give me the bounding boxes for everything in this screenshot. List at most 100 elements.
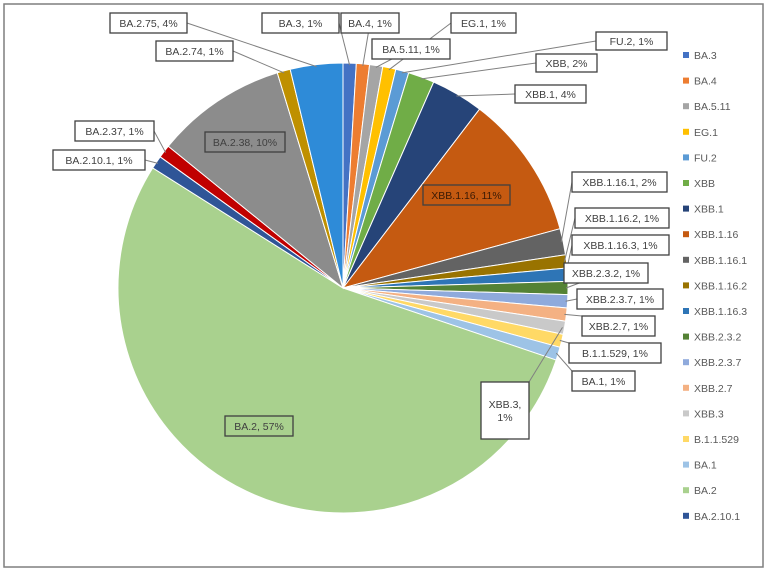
legend-swatch-xbb-2-7 <box>683 384 689 391</box>
legend-swatch-eg-1 <box>683 128 689 135</box>
data-label-xbb-2-3-2: XBB.2.3.2, 1% <box>572 268 640 280</box>
legend-swatch-xbb-1-16-1 <box>683 256 689 263</box>
leader-ba-2-10-1 <box>144 159 159 164</box>
legend-swatch-ba-4 <box>683 77 689 84</box>
legend-swatch-xbb-3 <box>683 410 689 417</box>
data-label-xbb-2-7: XBB.2.7, 1% <box>589 321 649 333</box>
label-box-xbb-1-16 <box>422 184 511 206</box>
leader-ba-2-75 <box>186 22 317 68</box>
legend-swatch-xbb-1-16-3 <box>683 308 689 314</box>
data-label-fu-2: FU.2, 1% <box>610 36 654 48</box>
leader-xbb-3 <box>528 327 563 383</box>
data-label-ba-2-37: BA.2.37, 1% <box>85 126 143 138</box>
label-box-xbb-2-7 <box>581 315 656 337</box>
slice-ba-2-38 <box>167 72 344 290</box>
data-label-eg-1: EG.1, 1% <box>461 18 506 30</box>
legend-label-ba-1: BA.1 <box>694 460 717 472</box>
data-label-ba-2-10-1: BA.2.10.1, 1% <box>65 155 132 167</box>
legend-label-xbb-3: XBB.3 <box>694 408 724 420</box>
label-box-xbb-2-3-2 <box>563 262 649 284</box>
legend-label-ba-2: BA.2 <box>694 485 717 497</box>
legend-swatch-ba-2-10-1 <box>683 512 689 519</box>
data-label-b-1-1-529: B.1.1.529, 1% <box>582 348 648 360</box>
legend-label-xbb-2-3-7: XBB.2.3.7 <box>694 357 741 369</box>
legend-label-xbb-1-16-2: XBB.1.16.2 <box>694 280 747 292</box>
legend-label-ba-5-11: BA.5.11 <box>694 101 731 113</box>
data-label-xbb-1-16: XBB.1.16, 11% <box>431 190 501 202</box>
leader-xbb-1-16-2 <box>563 217 576 262</box>
leader-ba-1 <box>555 352 573 372</box>
legend-swatch-ba-2 <box>683 487 689 494</box>
data-label-xbb-1-16-1: XBB.1.16.1, 2% <box>582 177 656 189</box>
legend-swatch-xbb-1 <box>683 205 689 212</box>
leader-ba-2-37 <box>153 130 167 153</box>
label-box-ba-1 <box>571 370 636 392</box>
legend-swatch-xbb-1-16-2 <box>683 282 689 289</box>
label-box-xbb-3 <box>480 381 530 440</box>
leader-xbb-2-7 <box>564 313 583 317</box>
legend-label-xbb-2-7: XBB.2.7 <box>694 383 733 395</box>
leader-ba-2-74 <box>232 50 285 74</box>
label-box-xbb <box>535 53 598 73</box>
slice-ba-2 <box>117 167 557 514</box>
label-box-fu-2 <box>595 31 668 51</box>
label-box-ba-5-11 <box>371 38 451 60</box>
data-label-ba-1: BA.1, 1% <box>582 376 626 388</box>
label-box-xbb-2-3-7 <box>576 288 664 310</box>
legend-swatch-xbb-2-3-2 <box>683 333 689 340</box>
legend-label-xbb-2-3-2: XBB.2.3.2 <box>694 332 741 344</box>
data-label-xbb-2-3-7: XBB.2.3.7, 1% <box>586 294 654 306</box>
leader-fu-2 <box>401 40 597 74</box>
legend-label-b-1-1-529: B.1.1.529 <box>694 434 739 446</box>
legend-swatch-xbb <box>683 180 689 186</box>
legend-label-ba-4: BA.4 <box>694 76 717 88</box>
data-label-ba-2-38: BA.2.38, 10% <box>213 137 277 149</box>
legend-swatch-xbb-2-3-7 <box>683 359 689 366</box>
slice-ba-2-75 <box>289 62 344 289</box>
data-label-ba-2: BA.2, 57% <box>234 421 284 433</box>
legend-label-xbb: XBB <box>694 178 715 190</box>
leader-lines <box>144 22 607 383</box>
legend-label-ba-3: BA.3 <box>694 50 717 62</box>
data-label-xbb-1-16-2: XBB.1.16.2, 1% <box>585 213 659 225</box>
legend: BA.3 BA.4 BA.5.11 EG.1 FU.2 XBB XBB.1 XBB.1.16 X… <box>683 50 747 523</box>
data-labels: BA.3, 1% BA.4, 1% BA.5.11, 1% EG.1, 1% FU.2,… <box>52 12 670 440</box>
label-box-ba-2-38 <box>204 131 286 153</box>
data-label-xbb-1-16-3: XBB.1.16.3, 1% <box>583 240 657 252</box>
label-box-ba-4 <box>340 12 400 34</box>
legend-swatch-ba-3 <box>683 52 689 58</box>
legend-label-ba-2-10-1: BA.2.10.1 <box>694 511 740 523</box>
legend-label-xbb-1-16-3: XBB.1.16.3 <box>694 306 747 318</box>
data-label-xbb: XBB, 2% <box>545 58 587 70</box>
legend-label-xbb-1-16: XBB.1.16 <box>694 229 739 241</box>
label-box-ba-2-74 <box>155 40 234 62</box>
legend-label-xbb-1-16-1: XBB.1.16.1 <box>694 255 747 267</box>
legend-swatch-fu-2 <box>683 154 689 161</box>
leader-xbb-1-16-1 <box>560 181 573 243</box>
label-box-xbb-1-16-2 <box>574 207 670 229</box>
leader-xbb <box>420 62 537 80</box>
legend-swatch-xbb-1-16 <box>683 231 689 238</box>
label-box-xbb-1-16-3 <box>571 234 670 256</box>
data-label-xbb-3-0: XBB.3, <box>489 399 522 411</box>
data-label-ba-5-11: BA.5.11, 1% <box>382 44 440 56</box>
leader-xbb-1 <box>456 93 516 97</box>
label-box-ba-2-75 <box>109 12 188 34</box>
legend-label-eg-1: EG.1 <box>694 127 718 139</box>
data-label-ba-2-75: BA.2.75, 4% <box>119 18 177 30</box>
label-box-xbb-1 <box>514 84 587 104</box>
data-label-ba-3: BA.3, 1% <box>279 18 323 30</box>
data-label-ba-2-74: BA.2.74, 1% <box>165 46 223 58</box>
leader-b-1-1-529 <box>559 339 570 344</box>
label-box-ba-2 <box>224 415 294 437</box>
label-box-eg-1 <box>450 12 517 34</box>
data-label-xbb-3-1: 1% <box>497 412 512 424</box>
label-box-ba-2-37 <box>74 120 155 142</box>
label-box-b-1-1-529 <box>568 342 662 364</box>
label-box-ba-3 <box>261 12 340 34</box>
legend-swatch-b-1-1-529 <box>683 436 689 442</box>
data-label-xbb-1: XBB.1, 4% <box>525 89 576 101</box>
data-label-ba-4: BA.4, 1% <box>348 18 392 30</box>
legend-label-fu-2: FU.2 <box>694 152 717 164</box>
